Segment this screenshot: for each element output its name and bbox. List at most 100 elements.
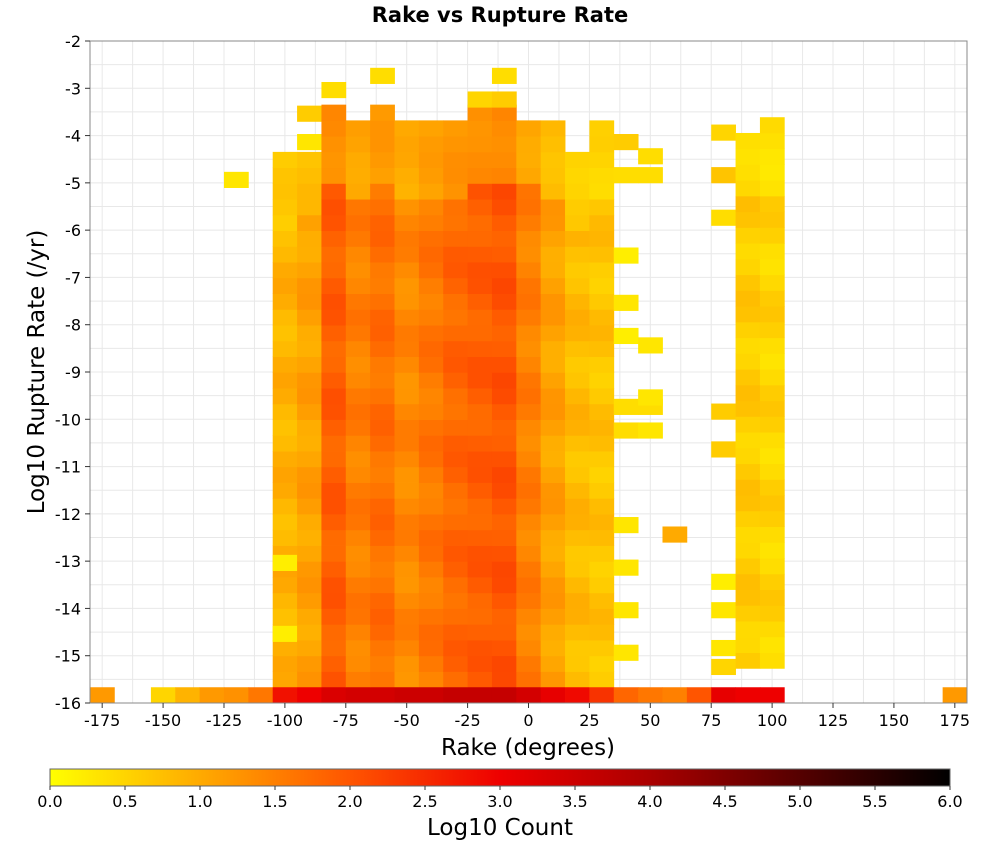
heatmap-cell <box>516 655 542 672</box>
heatmap-cell <box>321 451 347 468</box>
heatmap-cell <box>467 561 493 578</box>
heatmap-cell <box>443 325 468 342</box>
heatmap-cell <box>394 403 420 420</box>
x-tick-label: 75 <box>701 711 721 730</box>
heatmap-cell <box>443 671 468 688</box>
heatmap-cell <box>735 243 761 260</box>
heatmap-cell <box>565 246 590 263</box>
heatmap-cell <box>491 403 517 420</box>
heatmap-cell <box>272 340 298 357</box>
heatmap-cell <box>394 608 420 625</box>
heatmap-cell <box>491 577 517 594</box>
heatmap-cell <box>491 67 517 84</box>
heatmap-cell <box>297 277 322 295</box>
heatmap-cell <box>589 183 615 200</box>
heatmap-cell <box>565 624 590 641</box>
heatmap-cell <box>613 247 639 264</box>
heatmap-cell <box>394 277 420 295</box>
heatmap-cell <box>443 356 468 373</box>
heatmap-cell <box>711 602 736 619</box>
heatmap-cell <box>516 545 542 562</box>
heatmap-cell <box>345 466 371 483</box>
heatmap-cell <box>443 466 468 483</box>
heatmap-cell <box>345 199 371 216</box>
heatmap-cell <box>565 561 590 578</box>
heatmap-cell <box>540 120 566 137</box>
heatmap-cell <box>491 624 517 641</box>
heatmap-cell <box>418 199 444 216</box>
heatmap-cell <box>297 309 322 326</box>
heatmap-cell <box>321 81 347 99</box>
heatmap-cell <box>370 246 395 263</box>
heatmap-cell <box>613 294 639 311</box>
heatmap-cell <box>370 561 395 578</box>
heatmap-cell <box>735 463 761 480</box>
colorbar-tick-label: 4.0 <box>637 792 662 811</box>
heatmap-cell <box>345 561 371 578</box>
heatmap-cell <box>467 545 493 562</box>
heatmap-cell <box>345 246 371 263</box>
heatmap-cell <box>418 325 444 342</box>
heatmap-cell <box>370 687 395 704</box>
heatmap-cell <box>297 199 322 216</box>
heatmap-cell <box>516 151 542 169</box>
heatmap-cell <box>540 246 566 263</box>
heatmap-cell <box>272 325 298 342</box>
heatmap-cell <box>735 479 761 496</box>
heatmap-cell <box>759 148 785 165</box>
heatmap-cell <box>370 230 395 247</box>
heatmap-cell <box>711 124 736 141</box>
heatmap-cell <box>565 199 590 216</box>
heatmap-cell <box>759 258 785 276</box>
heatmap-cell <box>443 403 468 420</box>
heatmap-cell <box>370 167 395 184</box>
heatmap-cell <box>394 388 420 405</box>
heatmap-cell <box>565 514 590 531</box>
heatmap-cell <box>321 529 347 546</box>
heatmap-cell <box>297 545 322 562</box>
heatmap-cell <box>735 227 761 244</box>
heatmap-cell <box>370 151 395 169</box>
heatmap-cell <box>613 398 639 415</box>
heatmap-cell <box>613 167 639 184</box>
heatmap-cell <box>516 498 542 515</box>
heatmap-cell <box>394 624 420 641</box>
heatmap-cell <box>443 624 468 641</box>
heatmap-cell <box>516 482 542 499</box>
heatmap-cell <box>565 325 590 342</box>
colorbar <box>49 768 951 787</box>
heatmap-cell <box>540 466 566 483</box>
heatmap-cell <box>759 211 785 228</box>
colorbar-tick-label: 2.0 <box>337 792 362 811</box>
heatmap-cell <box>272 687 298 704</box>
heatmap-cell <box>321 608 347 625</box>
heatmap-cell <box>589 246 615 263</box>
heatmap-cell <box>370 309 395 326</box>
heatmap-cell <box>467 262 493 279</box>
heatmap-cell <box>516 356 542 373</box>
heatmap-cell <box>759 337 785 354</box>
heatmap-cell <box>418 136 444 153</box>
heatmap-cell <box>394 561 420 578</box>
heatmap-cell <box>467 372 493 389</box>
heatmap-cell <box>589 545 615 562</box>
heatmap-cell <box>540 451 566 468</box>
heatmap-cell <box>735 369 761 386</box>
heatmap-cell <box>297 183 322 200</box>
heatmap-cell <box>418 640 444 657</box>
heatmap-cell <box>516 214 542 232</box>
heatmap-cell <box>297 451 322 468</box>
heatmap-cell <box>443 577 468 594</box>
heatmap-cell <box>272 277 298 295</box>
heatmap-cell <box>759 243 785 260</box>
heatmap-cell <box>638 337 663 354</box>
heatmap-cell <box>394 293 420 310</box>
heatmap-cell <box>491 419 517 436</box>
heatmap-cell <box>418 167 444 184</box>
x-tick-label: 150 <box>879 711 910 730</box>
heatmap-cell <box>297 482 322 499</box>
heatmap-cell <box>345 482 371 499</box>
heatmap-cell <box>735 321 761 339</box>
heatmap-cell <box>443 388 468 405</box>
heatmap-cell <box>759 400 785 417</box>
